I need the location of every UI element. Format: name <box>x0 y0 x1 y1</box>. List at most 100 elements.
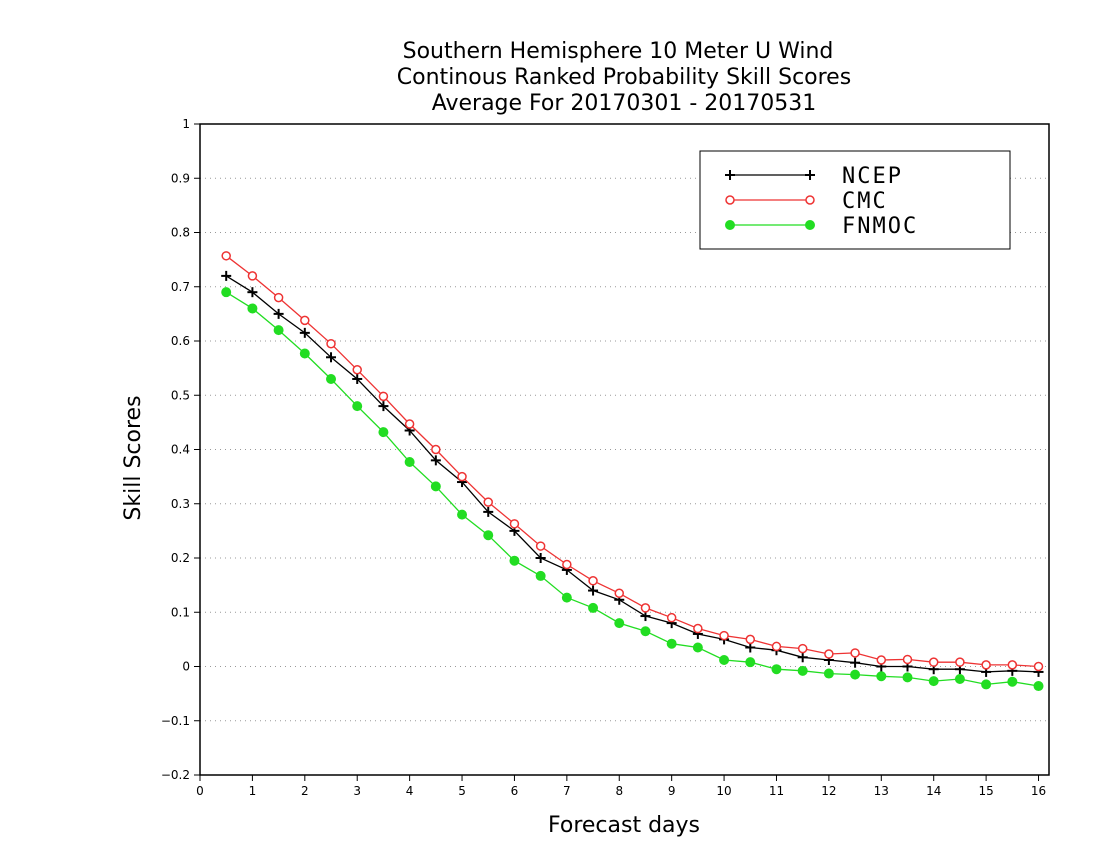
series-cmc-point <box>824 649 834 659</box>
series-cmc-point <box>483 497 493 507</box>
series-cmc-point <box>928 657 939 667</box>
legend-cmc: CMC <box>725 189 888 214</box>
legend-fnmoc-label: FNMOC <box>842 214 918 239</box>
series-fnmoc-point <box>902 672 913 683</box>
series-fnmoc-point <box>404 456 415 467</box>
series-cmc-point <box>300 315 310 326</box>
series-cmc-point <box>378 391 389 402</box>
x-tick-label: 8 <box>615 784 623 798</box>
series-cmc-point <box>902 654 913 665</box>
y-tick-label: −0.1 <box>161 714 190 728</box>
series-fnmoc-point <box>588 602 599 613</box>
y-tick-label: 0.8 <box>171 226 190 240</box>
series-cmc-point <box>431 444 441 455</box>
legend-cmc-label: CMC <box>842 189 888 214</box>
legend-ncep-label: NCEP <box>842 164 903 189</box>
series-fnmoc-point <box>1033 681 1044 692</box>
title-line-1: Southern Hemisphere 10 Meter U Wind <box>403 39 834 64</box>
series-fnmoc-point <box>719 654 730 665</box>
series-layer <box>221 251 1044 692</box>
series-ncep-point <box>247 287 258 298</box>
series-fnmoc-point <box>666 638 677 649</box>
series-cmc-point <box>771 641 782 652</box>
series-cmc-point <box>640 603 651 613</box>
series-cmc-point <box>1007 660 1018 670</box>
legend-fnmoc: FNMOC <box>725 214 918 239</box>
series-fnmoc-point <box>1007 676 1018 687</box>
series-cmc-point <box>745 634 756 645</box>
x-tick-label: 11 <box>769 784 784 798</box>
x-tick-label: 10 <box>716 784 731 798</box>
series-ncep-point <box>326 352 337 363</box>
series-cmc-point <box>797 643 808 654</box>
y-tick-label: 0.7 <box>171 280 190 294</box>
series-cmc-point <box>850 648 860 658</box>
series-fnmoc-point <box>509 555 520 566</box>
series-fnmoc-point <box>326 373 337 384</box>
y-tick-label: −0.2 <box>161 768 190 782</box>
legend-box <box>699 150 1011 250</box>
series-cmc-point <box>535 541 546 551</box>
y-tick-label: 1 <box>182 117 190 131</box>
series-cmc-point <box>1033 661 1044 672</box>
x-tick-label: 1 <box>249 784 257 798</box>
x-tick-label: 9 <box>668 784 676 798</box>
legend-cmc-start-point <box>725 195 735 205</box>
series-ncep-point <box>640 611 651 622</box>
series-fnmoc-point <box>430 481 441 492</box>
legend-ncep-start-point <box>725 170 735 180</box>
x-tick-label: 13 <box>874 784 889 798</box>
series-fnmoc-point <box>928 676 939 687</box>
series-ncep <box>221 270 1044 677</box>
series-cmc-point <box>352 365 362 375</box>
series-cmc-point <box>876 655 887 665</box>
x-tick-label: 6 <box>511 784 519 798</box>
series-fnmoc-point <box>876 671 887 682</box>
x-axis-label: Forecast days <box>548 813 700 838</box>
x-tick-label: 14 <box>926 784 941 798</box>
series-cmc-point <box>404 419 415 429</box>
series-fnmoc-point <box>823 668 834 679</box>
series-fnmoc-line <box>225 291 1039 687</box>
x-tick-label: 0 <box>196 784 204 798</box>
y-tick-label: 0.2 <box>171 551 190 565</box>
series-fnmoc-point <box>273 325 284 336</box>
series-fnmoc-point <box>692 642 703 653</box>
series-ncep-point <box>299 327 310 338</box>
series-cmc-point <box>221 251 231 261</box>
series-ncep-point <box>535 553 546 563</box>
series-fnmoc-point <box>378 427 389 438</box>
series-fnmoc-point <box>850 669 861 680</box>
legend-ncep: NCEP <box>725 164 903 189</box>
legend-cmc-end-point <box>805 195 815 205</box>
x-tick-label: 5 <box>458 784 466 798</box>
title-line-2: Continous Ranked Probability Skill Score… <box>397 65 851 90</box>
y-tick-label: 0.4 <box>171 443 190 457</box>
series-fnmoc-point <box>247 303 258 314</box>
series-fnmoc-point <box>954 673 965 684</box>
series-fnmoc-point <box>614 618 625 629</box>
plot-frame <box>199 123 1050 776</box>
series-ncep-point <box>221 270 232 281</box>
x-tick-label: 4 <box>406 784 414 798</box>
series-cmc-point <box>273 292 284 303</box>
series-ncep-point <box>745 642 756 653</box>
title-line-3: Average For 20170301 - 20170531 <box>432 91 817 116</box>
legend-ncep-end-point <box>805 170 815 180</box>
series-ncep-point <box>430 455 441 466</box>
series-cmc-point <box>666 612 677 623</box>
series-ncep-point <box>797 652 808 663</box>
series-cmc-line <box>225 255 1039 668</box>
series-fnmoc-point <box>640 626 651 637</box>
series-cmc-point <box>326 338 336 349</box>
series-ncep-point <box>378 401 389 412</box>
series-fnmoc <box>221 287 1044 692</box>
y-tick-label: 0.5 <box>171 388 190 402</box>
series-cmc-point <box>562 559 572 570</box>
series-ncep-point <box>588 585 599 596</box>
y-tick-label: 0.6 <box>171 334 190 348</box>
series-cmc-point <box>981 660 991 670</box>
series-cmc-point <box>693 623 703 634</box>
series-fnmoc-point <box>352 401 363 412</box>
